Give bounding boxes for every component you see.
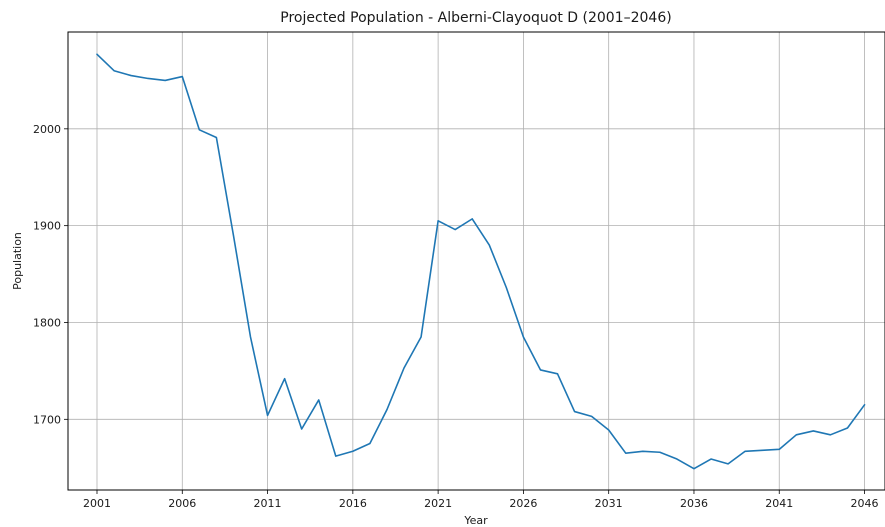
- data-point: [420, 336, 422, 338]
- plot-frame: [67, 31, 885, 491]
- data-point: [233, 234, 235, 236]
- data-point: [864, 404, 866, 406]
- data-point: [301, 428, 303, 430]
- x-tick-label: 2026: [509, 497, 537, 510]
- data-point: [830, 434, 832, 436]
- x-tick-label: 2016: [339, 497, 367, 510]
- data-point: [727, 463, 729, 465]
- data-point: [795, 434, 797, 436]
- data-point: [761, 449, 763, 451]
- data-point: [523, 336, 525, 338]
- data-point: [437, 220, 439, 222]
- data-point: [659, 451, 661, 453]
- data-point: [181, 76, 183, 78]
- data-point: [812, 430, 814, 432]
- x-tick-label: 2001: [83, 497, 111, 510]
- y-axis-label: Population: [11, 232, 24, 290]
- series-layer: [96, 53, 866, 470]
- y-axis-ticks: 1700 1800 1900 2000: [33, 123, 68, 426]
- x-tick-label: 2006: [168, 497, 196, 510]
- data-point: [591, 416, 593, 418]
- data-point: [676, 458, 678, 460]
- x-tick-label: 2031: [595, 497, 623, 510]
- data-point: [215, 137, 217, 139]
- x-tick-label: 2041: [765, 497, 793, 510]
- series-line: [96, 53, 866, 470]
- data-point: [147, 78, 149, 80]
- data-point: [642, 450, 644, 452]
- data-point: [267, 415, 269, 417]
- y-tick-label: 1900: [33, 220, 61, 233]
- data-point: [557, 373, 559, 375]
- data-point: [540, 369, 542, 371]
- x-tick-label: 2021: [424, 497, 452, 510]
- y-tick-label: 1800: [33, 316, 61, 329]
- data-point: [130, 75, 132, 77]
- data-point: [96, 53, 98, 55]
- data-point: [744, 450, 746, 452]
- x-tick-label: 2046: [851, 497, 879, 510]
- y-tick-label: 1700: [33, 413, 61, 426]
- x-tick-label: 2036: [680, 497, 708, 510]
- data-point: [318, 399, 320, 401]
- data-point: [198, 129, 200, 131]
- data-point: [352, 450, 354, 452]
- chart-title: Projected Population - Alberni-Clayoquot…: [280, 10, 671, 26]
- data-point: [386, 409, 388, 411]
- data-point: [574, 411, 576, 413]
- data-point: [369, 443, 371, 445]
- data-point: [454, 229, 456, 231]
- data-point: [471, 218, 473, 220]
- data-point: [488, 244, 490, 246]
- data-point: [778, 448, 780, 450]
- data-point: [113, 70, 115, 72]
- data-point: [847, 427, 849, 429]
- data-point: [625, 452, 627, 454]
- data-point: [710, 458, 712, 460]
- data-point: [284, 378, 286, 380]
- data-point: [403, 367, 405, 369]
- x-axis-label: Year: [463, 514, 488, 527]
- data-point: [693, 468, 695, 470]
- x-tick-label: 2011: [254, 497, 282, 510]
- y-tick-label: 2000: [33, 123, 61, 136]
- data-point: [505, 287, 507, 289]
- data-point: [250, 336, 252, 338]
- data-point: [335, 455, 337, 457]
- x-axis-ticks: 2001 2006 2011 2016 2021 2026 2031 2036 2041 2046: [83, 490, 879, 510]
- data-point: [608, 429, 610, 431]
- data-point: [164, 80, 166, 82]
